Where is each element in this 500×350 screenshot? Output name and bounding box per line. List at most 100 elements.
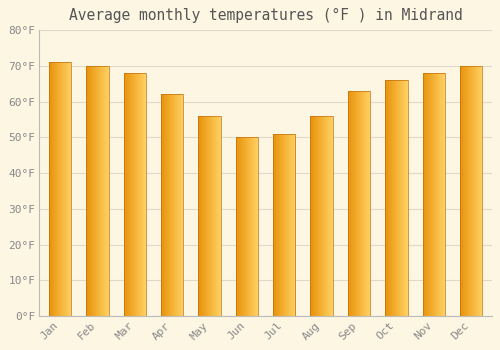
Bar bbox=[425, 73, 426, 316]
Bar bbox=[68, 62, 69, 316]
Bar bbox=[481, 66, 482, 316]
Bar bbox=[210, 116, 211, 316]
Bar bbox=[243, 137, 244, 316]
Bar bbox=[145, 73, 146, 316]
Bar bbox=[326, 116, 328, 316]
Bar bbox=[276, 134, 277, 316]
Bar bbox=[245, 137, 246, 316]
Bar bbox=[212, 116, 213, 316]
Bar bbox=[294, 134, 295, 316]
Bar bbox=[273, 134, 274, 316]
Bar bbox=[211, 116, 212, 316]
Bar bbox=[468, 66, 469, 316]
Bar bbox=[399, 80, 400, 316]
Bar bbox=[360, 91, 362, 316]
Bar bbox=[132, 73, 133, 316]
Bar bbox=[316, 116, 317, 316]
Bar bbox=[466, 66, 467, 316]
Bar bbox=[135, 73, 136, 316]
Bar bbox=[365, 91, 366, 316]
Bar bbox=[469, 66, 470, 316]
Bar bbox=[66, 62, 67, 316]
Bar bbox=[473, 66, 474, 316]
Bar bbox=[359, 91, 360, 316]
Bar bbox=[355, 91, 356, 316]
Bar bbox=[400, 80, 401, 316]
Bar bbox=[67, 62, 68, 316]
Bar bbox=[284, 134, 285, 316]
Bar bbox=[202, 116, 203, 316]
Bar bbox=[51, 62, 52, 316]
Bar bbox=[462, 66, 464, 316]
Bar bbox=[310, 116, 333, 316]
Bar bbox=[176, 94, 177, 316]
Bar bbox=[319, 116, 320, 316]
Bar bbox=[461, 66, 462, 316]
Bar bbox=[171, 94, 172, 316]
Bar bbox=[142, 73, 143, 316]
Bar bbox=[55, 62, 56, 316]
Bar bbox=[277, 134, 278, 316]
Bar bbox=[236, 137, 237, 316]
Bar bbox=[129, 73, 130, 316]
Bar bbox=[166, 94, 167, 316]
Bar bbox=[283, 134, 284, 316]
Bar bbox=[179, 94, 180, 316]
Title: Average monthly temperatures (°F ) in Midrand: Average monthly temperatures (°F ) in Mi… bbox=[68, 8, 462, 23]
Bar bbox=[104, 66, 106, 316]
Bar bbox=[391, 80, 392, 316]
Bar bbox=[460, 66, 482, 316]
Bar bbox=[103, 66, 104, 316]
Bar bbox=[363, 91, 364, 316]
Bar bbox=[253, 137, 254, 316]
Bar bbox=[274, 134, 276, 316]
Bar bbox=[474, 66, 475, 316]
Bar bbox=[290, 134, 291, 316]
Bar bbox=[470, 66, 471, 316]
Bar bbox=[59, 62, 60, 316]
Bar bbox=[273, 134, 295, 316]
Bar bbox=[214, 116, 215, 316]
Bar bbox=[64, 62, 65, 316]
Bar bbox=[348, 91, 370, 316]
Bar bbox=[478, 66, 479, 316]
Bar bbox=[126, 73, 127, 316]
Bar bbox=[162, 94, 163, 316]
Bar bbox=[124, 73, 126, 316]
Bar bbox=[432, 73, 433, 316]
Bar bbox=[136, 73, 137, 316]
Bar bbox=[107, 66, 108, 316]
Bar bbox=[206, 116, 208, 316]
Bar bbox=[441, 73, 442, 316]
Bar bbox=[98, 66, 99, 316]
Bar bbox=[368, 91, 369, 316]
Bar bbox=[407, 80, 408, 316]
Bar bbox=[88, 66, 89, 316]
Bar bbox=[220, 116, 221, 316]
Bar bbox=[236, 137, 258, 316]
Bar bbox=[92, 66, 93, 316]
Bar bbox=[428, 73, 430, 316]
Bar bbox=[138, 73, 139, 316]
Bar bbox=[444, 73, 445, 316]
Bar bbox=[465, 66, 466, 316]
Bar bbox=[198, 116, 220, 316]
Bar bbox=[460, 66, 461, 316]
Bar bbox=[164, 94, 165, 316]
Bar bbox=[49, 62, 72, 316]
Bar bbox=[63, 62, 64, 316]
Bar bbox=[183, 94, 184, 316]
Bar bbox=[127, 73, 128, 316]
Bar bbox=[434, 73, 435, 316]
Bar bbox=[130, 73, 131, 316]
Bar bbox=[216, 116, 217, 316]
Bar bbox=[352, 91, 353, 316]
Bar bbox=[329, 116, 330, 316]
Bar bbox=[94, 66, 95, 316]
Bar bbox=[102, 66, 103, 316]
Bar bbox=[247, 137, 248, 316]
Bar bbox=[424, 73, 425, 316]
Bar bbox=[206, 116, 207, 316]
Bar bbox=[86, 66, 108, 316]
Bar bbox=[218, 116, 219, 316]
